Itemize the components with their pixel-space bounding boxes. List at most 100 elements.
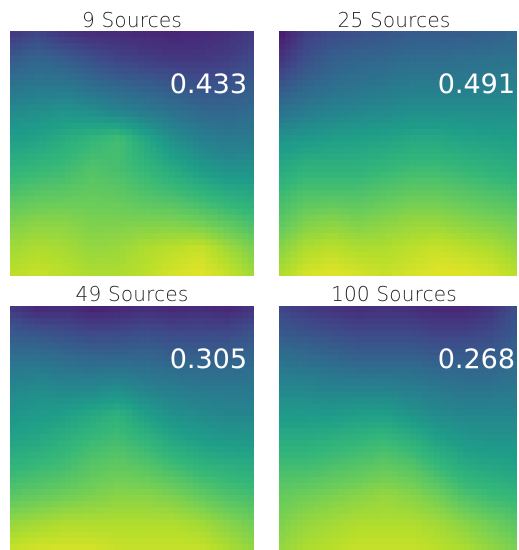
heatmap-cell (493, 184, 500, 191)
heatmap-cell (217, 220, 225, 228)
heatmap-cell (451, 190, 459, 197)
heatmap-cell (338, 184, 346, 191)
heatmap-cell (374, 37, 381, 44)
heatmap-cell (279, 37, 286, 44)
heatmap-cell (445, 220, 453, 228)
heatmap-cell (356, 220, 363, 228)
heatmap-cell (457, 92, 465, 99)
heatmap-cell (46, 421, 54, 429)
heatmap-cell (16, 73, 23, 81)
heatmap-cell (505, 135, 512, 142)
heatmap-cell (290, 80, 298, 87)
heatmap-cell (174, 306, 182, 313)
heatmap-cell (229, 397, 237, 405)
heatmap-cell (463, 43, 470, 50)
heatmap-cell (235, 470, 243, 478)
heatmap-cell (144, 129, 151, 136)
heatmap-cell (235, 379, 243, 386)
heatmap-cell (162, 452, 170, 460)
heatmap-cell (241, 61, 249, 69)
heatmap-cell (64, 403, 72, 411)
heatmap-cell (71, 348, 78, 356)
heatmap-cell (332, 165, 340, 173)
heatmap-cell (162, 379, 170, 386)
heatmap-cell (46, 37, 54, 44)
heatmap-cell (229, 165, 237, 173)
heatmap-cell (168, 196, 176, 204)
heatmap-cell (229, 31, 237, 38)
heatmap-cell (421, 306, 429, 313)
heatmap-cell (150, 446, 157, 453)
heatmap-cell (46, 452, 54, 460)
heatmap-cell (95, 464, 103, 472)
heatmap-cell (77, 354, 84, 362)
heatmap-cell (71, 403, 78, 411)
heatmap-cell (180, 531, 188, 539)
heatmap-cell (386, 178, 393, 185)
heatmap-cell (398, 324, 405, 331)
heatmap-cell (64, 55, 72, 63)
heatmap-cell (392, 239, 399, 246)
heatmap-cell (487, 227, 494, 234)
heatmap-cell (229, 403, 237, 411)
heatmap-cell (193, 312, 200, 319)
heatmap-cell (180, 428, 188, 435)
heatmap-cell (326, 98, 334, 106)
heatmap-cell (433, 233, 441, 240)
heatmap-cell (113, 67, 121, 75)
heatmap-cell (511, 49, 517, 57)
heatmap-cell (138, 428, 145, 435)
heatmap-cell (83, 519, 90, 527)
heatmap-cell (356, 171, 363, 179)
heatmap-cell (445, 43, 453, 50)
heatmap-cell (89, 312, 96, 319)
heatmap-cell (144, 49, 151, 57)
heatmap-cell (247, 251, 254, 259)
heatmap-cell (487, 318, 494, 325)
heatmap-cell (180, 440, 188, 447)
heatmap-cell (58, 31, 66, 38)
heatmap-cell (83, 336, 90, 344)
heatmap-cell (58, 153, 66, 161)
heatmap-cell (199, 202, 206, 210)
heatmap-cell (22, 403, 29, 411)
heatmap-cell (199, 513, 206, 521)
heatmap-cell (156, 367, 164, 374)
heatmap-cell (46, 464, 54, 472)
heatmap-cell (83, 165, 90, 173)
heatmap-cell (199, 495, 206, 502)
heatmap-cell (138, 440, 145, 447)
heatmap-cell (34, 391, 42, 399)
heatmap-cell (199, 367, 206, 374)
heatmap-cell (199, 403, 206, 411)
heatmap-cell (223, 446, 231, 453)
heatmap-cell (119, 385, 127, 392)
heatmap-cell (493, 251, 500, 259)
heatmap-cell (386, 324, 393, 331)
heatmap-cell (150, 269, 157, 276)
heatmap-cell (421, 110, 429, 118)
heatmap-cell (113, 55, 121, 63)
heatmap-cell (64, 31, 72, 38)
heatmap-cell (28, 415, 35, 423)
heatmap-cell (415, 214, 423, 222)
heatmap-cell (223, 202, 231, 210)
heatmap-cell (162, 543, 170, 550)
heatmap-cell (433, 55, 441, 63)
heatmap-cell (199, 458, 206, 466)
heatmap-cell (150, 476, 157, 484)
heatmap-cell (247, 537, 254, 545)
heatmap-cell (326, 312, 334, 319)
heatmap-cell (34, 507, 42, 514)
heatmap-cell (409, 324, 417, 331)
heatmap-cell (193, 440, 200, 447)
heatmap-cell (332, 306, 340, 313)
heatmap-cell (445, 37, 453, 44)
heatmap-cell (247, 159, 254, 167)
heatmap-cell (107, 86, 115, 93)
heatmap-cell (415, 104, 423, 112)
heatmap-cell (356, 263, 363, 271)
heatmap-cell (156, 537, 164, 545)
heatmap-cell (451, 122, 459, 130)
heatmap-cell (457, 220, 465, 228)
